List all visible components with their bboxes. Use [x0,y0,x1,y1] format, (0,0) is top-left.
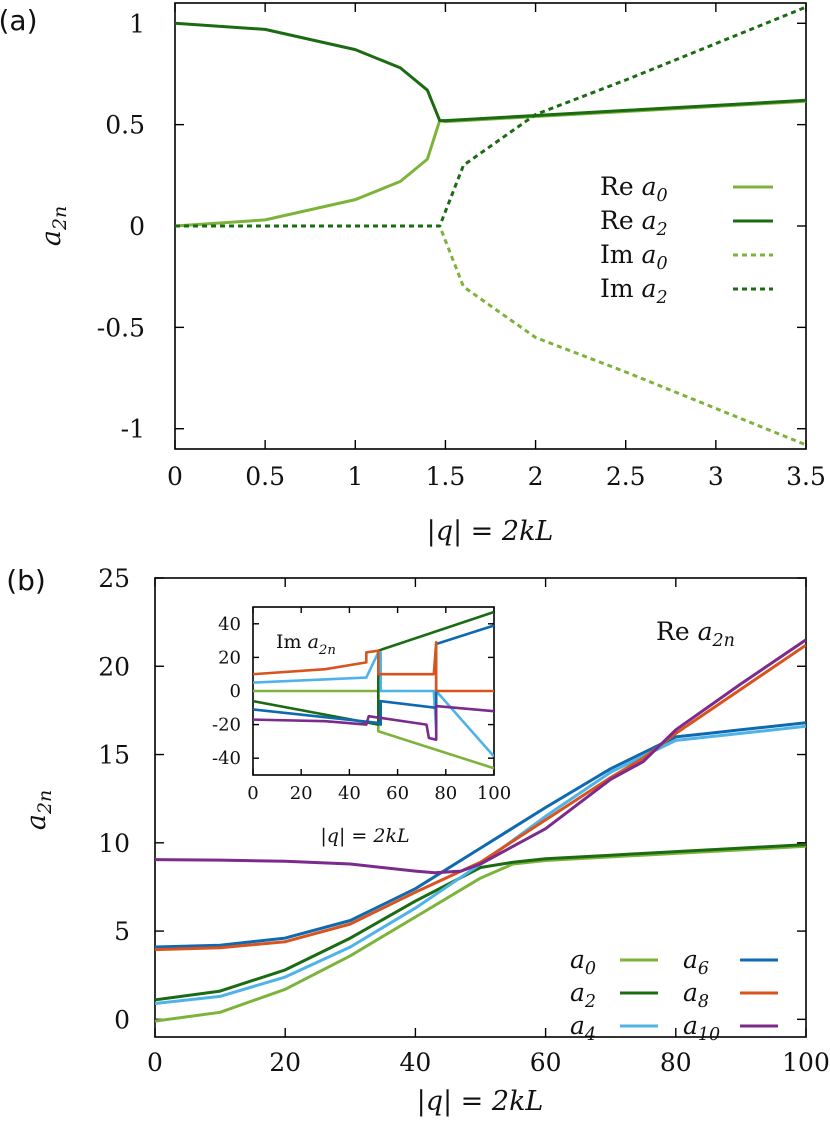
x-tick-label: 3.5 [786,462,826,491]
legend-b-label: a6 [683,945,709,979]
x-tick-label: 0 [167,462,183,491]
y-axis-label: a2n [36,206,71,246]
y-tick-label: -1 [121,415,145,444]
x-tick-label: 2 [528,462,544,491]
y-tick-label: 10 [98,829,130,858]
panel-a: 0 0.5 1 1.5 2 2.5 3 3.5 1 0.5 0 -0.5 -1 [97,2,826,491]
y-tick-label: -40 [212,748,241,769]
x-tick-label: 20 [269,1048,301,1077]
panel-a-xlabel: |q| = 2kL [427,516,554,547]
legend-b-label: a2 [570,978,596,1012]
series-line-a10 [253,704,494,741]
x-tick-label: 80 [434,783,457,804]
x-tick-label: 100 [782,1048,830,1077]
y-tick-label: 20 [218,647,241,668]
y-tick-label: 15 [98,741,130,770]
panel-b-label: (b) [6,564,46,597]
x-tick-label: 0 [247,783,258,804]
x-tick-label: 2.5 [606,462,646,491]
panel-b-xlabel: |q| = 2kL [417,1086,544,1117]
x-tick-label: 0 [147,1048,163,1077]
x-tick-label: 40 [399,1048,431,1077]
inset-xlabel: |q| = 2kL [320,825,409,847]
series-line-im-a0 [175,224,806,447]
legend-b-label: a0 [570,945,596,979]
panel-b: 0 20 40 60 80 100 0 5 10 15 20 25 [98,564,830,1077]
y-tick-label: 0 [114,1005,130,1034]
legend-a-label: Re a0 [600,172,668,206]
x-tick-label: 20 [290,783,313,804]
series-line-a8 [155,643,806,952]
series-line-re-a2 [175,21,806,123]
x-tick-label: 1.5 [426,462,466,491]
x-tick-label: 100 [477,783,511,804]
y-tick-label: 5 [114,917,130,946]
series-line-a0 [155,844,806,1023]
x-tick-label: 1 [347,462,363,491]
legend-b-label: a10 [683,1011,720,1045]
x-tick-label: 80 [660,1048,692,1077]
series-line-a2 [155,843,806,1002]
y-tick-label: 20 [98,652,130,681]
inset: 0 20 40 60 80 100 40 20 0 -20 -40 [212,606,511,804]
y-tick-label: -20 [212,715,241,736]
inset-annotation: Im a2n [276,631,336,658]
panel-b-ylabel: a2n [21,790,56,830]
legend-a-label: Im a2 [600,274,668,308]
x-tick-label: 60 [386,783,409,804]
y-tick-label: 25 [98,564,130,593]
plot-frame [154,577,807,1038]
series-line-a2 [253,610,494,726]
series-line-a6 [155,721,806,949]
y-tick-label: -0.5 [97,313,145,342]
series-line-re-a0 [175,99,806,228]
series-line-a10 [155,638,806,875]
panel-a-label: (a) [0,4,38,37]
x-tick-label: 60 [530,1048,562,1077]
y-tick-label: 1 [129,9,145,38]
legend-a-label: Im a0 [600,240,668,274]
y-tick-label: 0 [129,212,145,241]
y-tick-label: 0.5 [105,111,145,140]
legend-b-label: a8 [683,978,709,1012]
legend-b-label: a4 [570,1011,596,1045]
legend-a-label: Re a2 [600,206,668,240]
panel-b-annotation: Re a2n [656,617,735,651]
x-tick-label: 0.5 [245,462,285,491]
series-line-im-a2 [175,5,806,228]
panel-a-ylabel: a2n [36,206,71,246]
series-line-a8 [253,641,494,693]
x-tick-label: 3 [708,462,724,491]
y-tick-label: 0 [230,681,241,702]
y-axis-label: a2n [21,790,56,830]
x-tick-label: 40 [338,783,361,804]
y-tick-label: 40 [218,614,241,635]
